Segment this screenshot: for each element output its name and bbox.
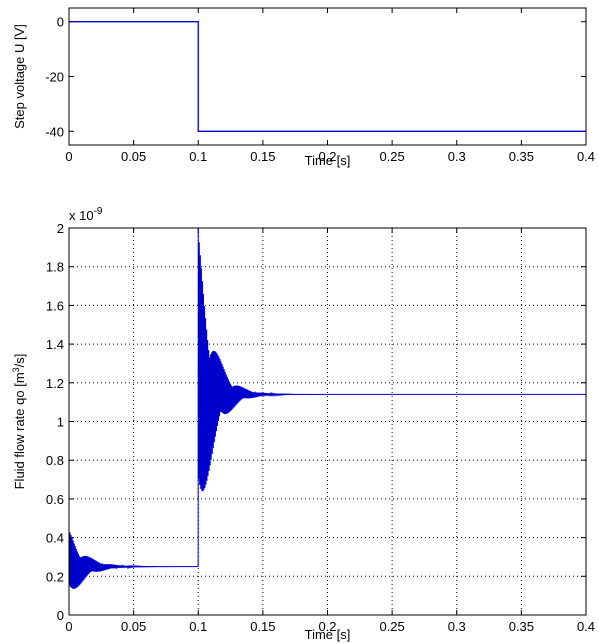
y-tick-label: -40 <box>45 124 64 139</box>
x-tick-label: 0.05 <box>121 619 146 634</box>
x-tick-label: 0.4 <box>577 149 595 164</box>
voltage-series-line <box>69 21 586 132</box>
y-exponent-label: x 10-9 <box>69 206 103 223</box>
y-tick-label: 1 <box>57 415 64 430</box>
x-tick-label: 0.3 <box>448 149 466 164</box>
y-tick-label: 1.2 <box>46 376 64 391</box>
x-tick-label: 0.1 <box>189 619 207 634</box>
x-axis-label: Time [s] <box>305 627 351 642</box>
y-tick-label: 0 <box>57 608 64 623</box>
x-tick-label: 0.2 <box>318 619 336 634</box>
x-tick-label: 0 <box>65 149 72 164</box>
x-tick-label: 0.4 <box>577 619 595 634</box>
plot-frame <box>68 7 587 146</box>
y-tick-label: 0.4 <box>46 531 64 546</box>
plot-frame <box>68 227 587 616</box>
x-tick-label: 0 <box>65 619 72 634</box>
y-tick-label: -20 <box>45 70 64 85</box>
x-tick-label: 0.2 <box>318 149 336 164</box>
x-tick-label: 0.3 <box>448 619 466 634</box>
x-tick-label: 0.25 <box>379 149 404 164</box>
flow-rate-series-line <box>68 227 586 589</box>
x-tick-label: 0.25 <box>379 619 404 634</box>
x-tick-label: 0.05 <box>121 149 146 164</box>
x-tick-label: 0.1 <box>189 149 207 164</box>
flow-rate-chart: 0 0.05 0.1 0.15 0.2 0.25 0.3 0.35 0.4 0 0.2 0.4 0.6 0… <box>11 206 595 642</box>
y-tick-label: 0 <box>57 15 64 30</box>
y-tick-label: 0.6 <box>46 492 64 507</box>
voltage-chart: 0 0.05 0.1 0.15 0.2 0.25 0.3 0.35 0.4 -40 -20 0 Time… <box>12 7 595 168</box>
plot-area <box>69 8 586 145</box>
y-tick-label: 0.2 <box>46 569 64 584</box>
y-tick-label: 1.6 <box>46 298 64 313</box>
x-axis-label: Time [s] <box>305 153 351 168</box>
x-tick-label: 0.35 <box>509 149 534 164</box>
y-tick-label: 0.8 <box>46 453 64 468</box>
y-tick-label: 2 <box>57 221 64 236</box>
x-tick-label: 0.35 <box>509 619 534 634</box>
y-tick-label: 1.8 <box>46 260 64 275</box>
y-axis-label: Step voltage U [V] <box>12 24 27 129</box>
y-axis-label: Fluid flow rate qo [m3/s] <box>11 354 27 490</box>
x-tick-label: 0.15 <box>250 619 275 634</box>
x-tick-label: 0.15 <box>250 149 275 164</box>
y-tick-label: 1.4 <box>46 337 64 352</box>
